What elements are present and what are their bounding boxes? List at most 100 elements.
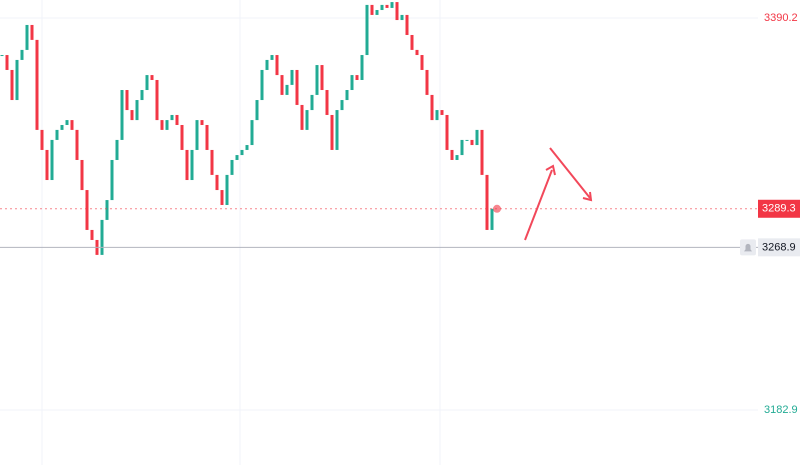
candle bbox=[340, 100, 344, 111]
price-label-box bbox=[758, 199, 800, 218]
candle bbox=[275, 55, 279, 76]
candle bbox=[230, 159, 234, 175]
candle bbox=[195, 120, 199, 150]
candle bbox=[100, 219, 104, 255]
candle bbox=[490, 208, 494, 230]
candle bbox=[410, 34, 414, 50]
candle bbox=[70, 120, 74, 130]
candle bbox=[280, 75, 284, 95]
candle bbox=[80, 159, 84, 191]
price-label: 3268.9 bbox=[762, 241, 796, 253]
candle bbox=[285, 84, 289, 95]
candle bbox=[370, 4, 374, 15]
alert-icon bbox=[744, 243, 752, 252]
candle bbox=[335, 110, 339, 150]
candle bbox=[210, 149, 214, 175]
candle bbox=[190, 149, 194, 181]
candle bbox=[60, 124, 64, 130]
candle bbox=[465, 139, 469, 141]
candle bbox=[240, 149, 244, 156]
candle bbox=[225, 174, 229, 205]
candle bbox=[135, 100, 139, 121]
candle bbox=[75, 129, 79, 160]
candle bbox=[200, 120, 204, 125]
candle bbox=[445, 114, 449, 150]
candle bbox=[55, 129, 59, 140]
candle bbox=[15, 59, 19, 101]
candle bbox=[270, 55, 274, 60]
candle bbox=[65, 120, 69, 125]
candle bbox=[425, 69, 429, 95]
candle bbox=[260, 69, 264, 101]
candle bbox=[480, 129, 484, 175]
price-label: 3289.3 bbox=[762, 203, 796, 215]
candle bbox=[430, 94, 434, 121]
candle bbox=[475, 129, 479, 146]
candle bbox=[435, 110, 439, 121]
candle bbox=[415, 49, 419, 56]
candle bbox=[180, 124, 184, 150]
candle bbox=[165, 120, 169, 130]
candle bbox=[130, 110, 134, 121]
candle bbox=[360, 55, 364, 80]
candle bbox=[345, 90, 349, 101]
candle bbox=[460, 139, 464, 156]
candle bbox=[330, 114, 334, 150]
candle bbox=[145, 75, 149, 91]
candle bbox=[0, 55, 4, 57]
candle bbox=[385, 4, 389, 8]
candle bbox=[85, 190, 89, 230]
candle bbox=[265, 59, 269, 70]
candle bbox=[185, 149, 189, 181]
candle bbox=[310, 94, 314, 111]
price-label-box bbox=[758, 238, 800, 257]
arrow-head bbox=[545, 164, 556, 176]
candle bbox=[45, 149, 49, 181]
candle bbox=[110, 159, 114, 201]
price-axis bbox=[758, 0, 800, 465]
candle bbox=[155, 79, 159, 121]
vertical-grid bbox=[41, 0, 441, 465]
candle bbox=[20, 49, 24, 60]
candle bbox=[400, 14, 404, 21]
candle bbox=[160, 120, 164, 130]
candle bbox=[470, 139, 474, 146]
candle bbox=[295, 69, 299, 105]
candle bbox=[250, 120, 254, 146]
candle bbox=[105, 200, 109, 220]
y-tick-label: 3390.2 bbox=[764, 12, 798, 24]
candle bbox=[30, 24, 34, 40]
arrow-head bbox=[582, 191, 593, 202]
last-price-dot bbox=[493, 204, 501, 213]
y-tick-label: 3182.9 bbox=[764, 404, 798, 416]
candle bbox=[90, 229, 94, 240]
candle bbox=[140, 90, 144, 101]
candle bbox=[235, 155, 239, 160]
candle bbox=[125, 90, 129, 111]
candle bbox=[50, 139, 54, 181]
candle bbox=[205, 124, 209, 150]
candle bbox=[150, 75, 154, 80]
candle bbox=[40, 129, 44, 150]
arrow bbox=[549, 147, 591, 199]
candle bbox=[315, 65, 319, 95]
arrow bbox=[524, 169, 553, 241]
candle bbox=[220, 190, 224, 205]
candle bbox=[245, 145, 249, 150]
candle bbox=[305, 110, 309, 130]
candle bbox=[455, 155, 459, 160]
candle bbox=[25, 24, 29, 50]
candle bbox=[405, 14, 409, 35]
candle bbox=[450, 149, 454, 160]
candle bbox=[10, 69, 14, 101]
candle bbox=[35, 39, 39, 130]
candle bbox=[300, 104, 304, 130]
candle bbox=[365, 4, 369, 56]
candle bbox=[355, 75, 359, 80]
candle bbox=[290, 69, 294, 85]
candle bbox=[485, 174, 489, 230]
candle bbox=[350, 75, 354, 91]
candle bbox=[5, 55, 9, 70]
